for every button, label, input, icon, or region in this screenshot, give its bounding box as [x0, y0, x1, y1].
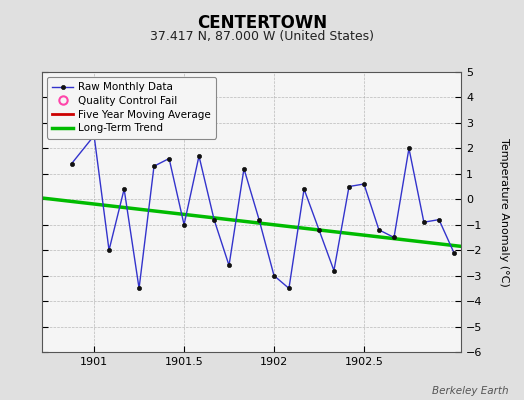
Raw Monthly Data	[451, 250, 457, 255]
Raw Monthly Data	[196, 154, 202, 158]
Raw Monthly Data	[151, 164, 157, 168]
Raw Monthly Data	[226, 263, 232, 268]
Raw Monthly Data	[361, 182, 367, 186]
Raw Monthly Data	[316, 228, 322, 232]
Y-axis label: Temperature Anomaly (°C): Temperature Anomaly (°C)	[499, 138, 509, 286]
Raw Monthly Data	[376, 228, 382, 232]
Raw Monthly Data	[391, 235, 397, 240]
Raw Monthly Data	[286, 286, 292, 291]
Text: 37.417 N, 87.000 W (United States): 37.417 N, 87.000 W (United States)	[150, 30, 374, 43]
Raw Monthly Data	[181, 222, 187, 227]
Raw Monthly Data	[256, 217, 262, 222]
Line: Raw Monthly Data: Raw Monthly Data	[70, 134, 456, 290]
Raw Monthly Data	[331, 268, 337, 273]
Raw Monthly Data	[346, 184, 352, 189]
Raw Monthly Data	[136, 286, 142, 291]
Raw Monthly Data	[121, 187, 127, 192]
Raw Monthly Data	[241, 166, 247, 171]
Raw Monthly Data	[211, 217, 217, 222]
Raw Monthly Data	[91, 133, 97, 138]
Raw Monthly Data	[406, 146, 412, 151]
Raw Monthly Data	[271, 273, 277, 278]
Raw Monthly Data	[166, 156, 172, 161]
Raw Monthly Data	[301, 187, 307, 192]
Raw Monthly Data	[106, 248, 112, 252]
Raw Monthly Data	[421, 220, 427, 224]
Raw Monthly Data	[69, 161, 75, 166]
Text: Berkeley Earth: Berkeley Earth	[432, 386, 508, 396]
Text: CENTERTOWN: CENTERTOWN	[197, 14, 327, 32]
Legend: Raw Monthly Data, Quality Control Fail, Five Year Moving Average, Long-Term Tren: Raw Monthly Data, Quality Control Fail, …	[47, 77, 216, 138]
Raw Monthly Data	[436, 217, 442, 222]
